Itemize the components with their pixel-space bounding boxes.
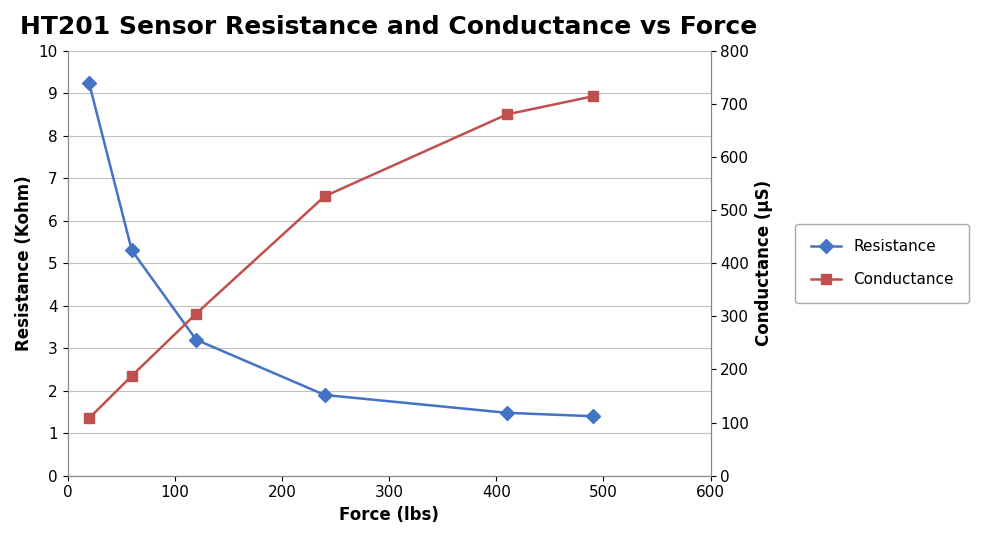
Resistance <box>83 79 95 86</box>
Y-axis label: Conductance (μS): Conductance (μS) <box>755 180 773 346</box>
Conductance <box>319 193 331 199</box>
Resistance <box>190 336 202 343</box>
Conductance <box>587 93 599 100</box>
Line: Conductance: Conductance <box>84 92 598 423</box>
Title: HT201 Sensor Resistance and Conductance vs Force: HT201 Sensor Resistance and Conductance … <box>20 15 758 39</box>
Conductance <box>126 372 138 379</box>
Y-axis label: Resistance (Kohm): Resistance (Kohm) <box>15 175 33 351</box>
Resistance <box>319 392 331 398</box>
Resistance <box>126 247 138 254</box>
Conductance <box>501 111 513 118</box>
X-axis label: Force (lbs): Force (lbs) <box>339 506 439 524</box>
Resistance <box>501 410 513 416</box>
Legend: Resistance, Conductance: Resistance, Conductance <box>795 224 969 302</box>
Conductance <box>190 310 202 317</box>
Resistance <box>587 413 599 419</box>
Conductance <box>83 415 95 421</box>
Line: Resistance: Resistance <box>84 78 598 421</box>
